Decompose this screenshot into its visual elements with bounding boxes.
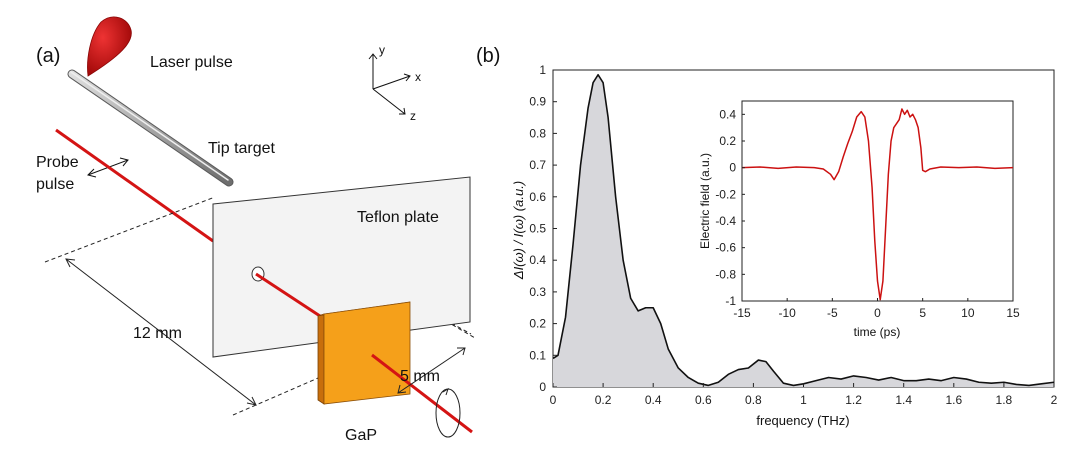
inset-background	[702, 92, 1022, 307]
inset-x-tick-label: 10	[961, 306, 975, 320]
main-y-tick-label: 0.4	[529, 253, 546, 267]
inset-y-tick-label: -1	[725, 294, 736, 308]
main-x-tick-label: 0.6	[695, 393, 712, 407]
main-y-tick-label: 0.7	[529, 158, 546, 172]
main-x-tick-label: 0	[550, 393, 557, 407]
axes-triad	[368, 53, 411, 115]
inset-x-tick-label: 0	[874, 306, 881, 320]
panel-a-label: (a)	[36, 45, 60, 67]
inset-x-tick-label: -15	[733, 306, 751, 320]
axis-y-label: y	[379, 43, 385, 57]
laser-pulse-cone	[87, 16, 132, 77]
main-y-tick-label: 0.5	[529, 222, 546, 236]
main-y-axis-title: ΔI(ω) / I(ω) (a.u.)	[511, 181, 526, 280]
gap-crystal	[317, 301, 411, 405]
tip-target-label: Tip target	[208, 140, 276, 157]
tip-target-rod	[67, 69, 234, 187]
main-x-tick-label: 2	[1051, 393, 1058, 407]
inset-chart: -15 -10 -5 0 5 10 15 -1 -0.8 -0.6 -0.4 -0.2 0 0.2 0.4…	[698, 92, 1022, 339]
main-x-tick-label: 1.6	[945, 393, 962, 407]
dimension-12mm	[65, 258, 257, 406]
inset-y-tick-label: 0.2	[719, 134, 736, 148]
main-y-tick-label: 0.8	[529, 126, 546, 140]
dimension-5mm-label: 5 mm	[400, 368, 440, 385]
probe-beam-in	[55, 128, 214, 243]
spectrum-area	[553, 74, 1054, 387]
main-y-tick-label: 0.1	[529, 348, 546, 362]
panel-b: (b) 0 0.2 0.4 0.6 0.8 1 1.2 1.4 1.6 1.8 2 00.10.20…	[476, 45, 1058, 428]
inset-y-tick-label: 0.4	[719, 107, 736, 121]
inset-x-tick-label: 15	[1006, 306, 1020, 320]
main-x-tick-label: 0.8	[745, 393, 762, 407]
main-x-tick-label: 1.2	[845, 393, 862, 407]
main-y-tick-label: 0.6	[529, 190, 546, 204]
probe-beam-out	[371, 353, 473, 434]
spectrum-line	[552, 73, 1055, 387]
axis-z-label: z	[410, 109, 416, 123]
probe-label-line1: Probe	[36, 154, 79, 171]
main-chart: 0 0.2 0.4 0.6 0.8 1 1.2 1.4 1.6 1.8 2 0 0.1 0.2 0.3 0.…	[511, 63, 1058, 428]
dimension-5mm	[397, 347, 466, 394]
main-y-tick-label: 0.3	[529, 285, 546, 299]
laser-pulse-label: Laser pulse	[150, 54, 233, 71]
main-y-tick-label: 0	[539, 380, 546, 394]
main-x-tick-label: 0.4	[645, 393, 662, 407]
main-x-tick-label: 1	[800, 393, 807, 407]
main-y-tick-label: 1	[539, 63, 546, 77]
main-x-axis-title: frequency (THz)	[756, 413, 849, 428]
inset-x-axis-title: time (ps)	[854, 325, 901, 339]
inset-y-tick-label: -0.2	[715, 187, 736, 201]
inset-y-tick-label: 0	[729, 161, 736, 175]
teflon-plate-label: Teflon plate	[357, 209, 439, 226]
probe-label-line2: pulse	[36, 176, 74, 193]
main-y-tick-label: 0.2	[529, 317, 546, 331]
gap-label: GaP	[345, 427, 377, 444]
panel-a: (a) Laser pulse Tip target y x z Probe p…	[36, 16, 476, 444]
inset-x-tick-label: 5	[919, 306, 926, 320]
inset-y-axis-title: Electric field (a.u.)	[698, 153, 712, 249]
rotation-indicator-icon	[435, 387, 461, 438]
inset-y-tick-label: -0.4	[715, 214, 736, 228]
panel-b-label: (b)	[476, 45, 500, 67]
electric-field-line	[741, 108, 1014, 301]
probe-beam-mid	[255, 272, 324, 320]
dimension-12mm-label: 12 mm	[133, 325, 182, 342]
inset-x-tick-label: -5	[827, 306, 838, 320]
axis-x-label: x	[415, 70, 421, 84]
inset-y-tick-label: -0.8	[715, 267, 736, 281]
main-x-tick-label: 0.2	[595, 393, 612, 407]
main-x-tick-label: 1.8	[996, 393, 1013, 407]
main-x-tick-label: 1.4	[895, 393, 912, 407]
inset-y-tick-label: -0.6	[715, 241, 736, 255]
main-y-tick-label: 0.9	[529, 95, 546, 109]
inset-x-tick-label: -10	[778, 306, 796, 320]
